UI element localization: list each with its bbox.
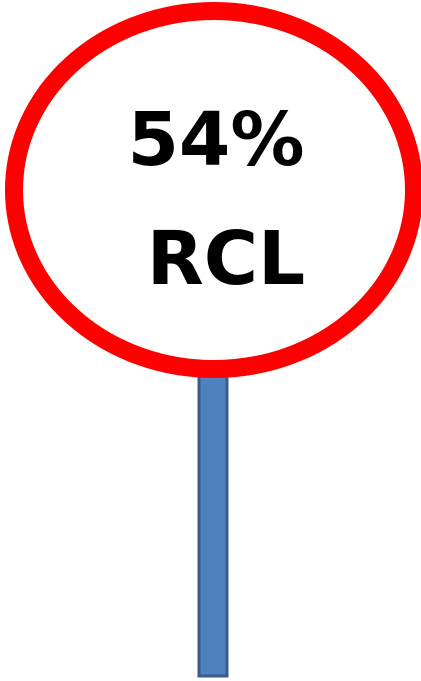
sign-pole (197, 366, 229, 678)
sign-face (5, 2, 421, 378)
sign-line1: 54% (127, 97, 304, 183)
sign-line2: RCL (147, 216, 305, 302)
